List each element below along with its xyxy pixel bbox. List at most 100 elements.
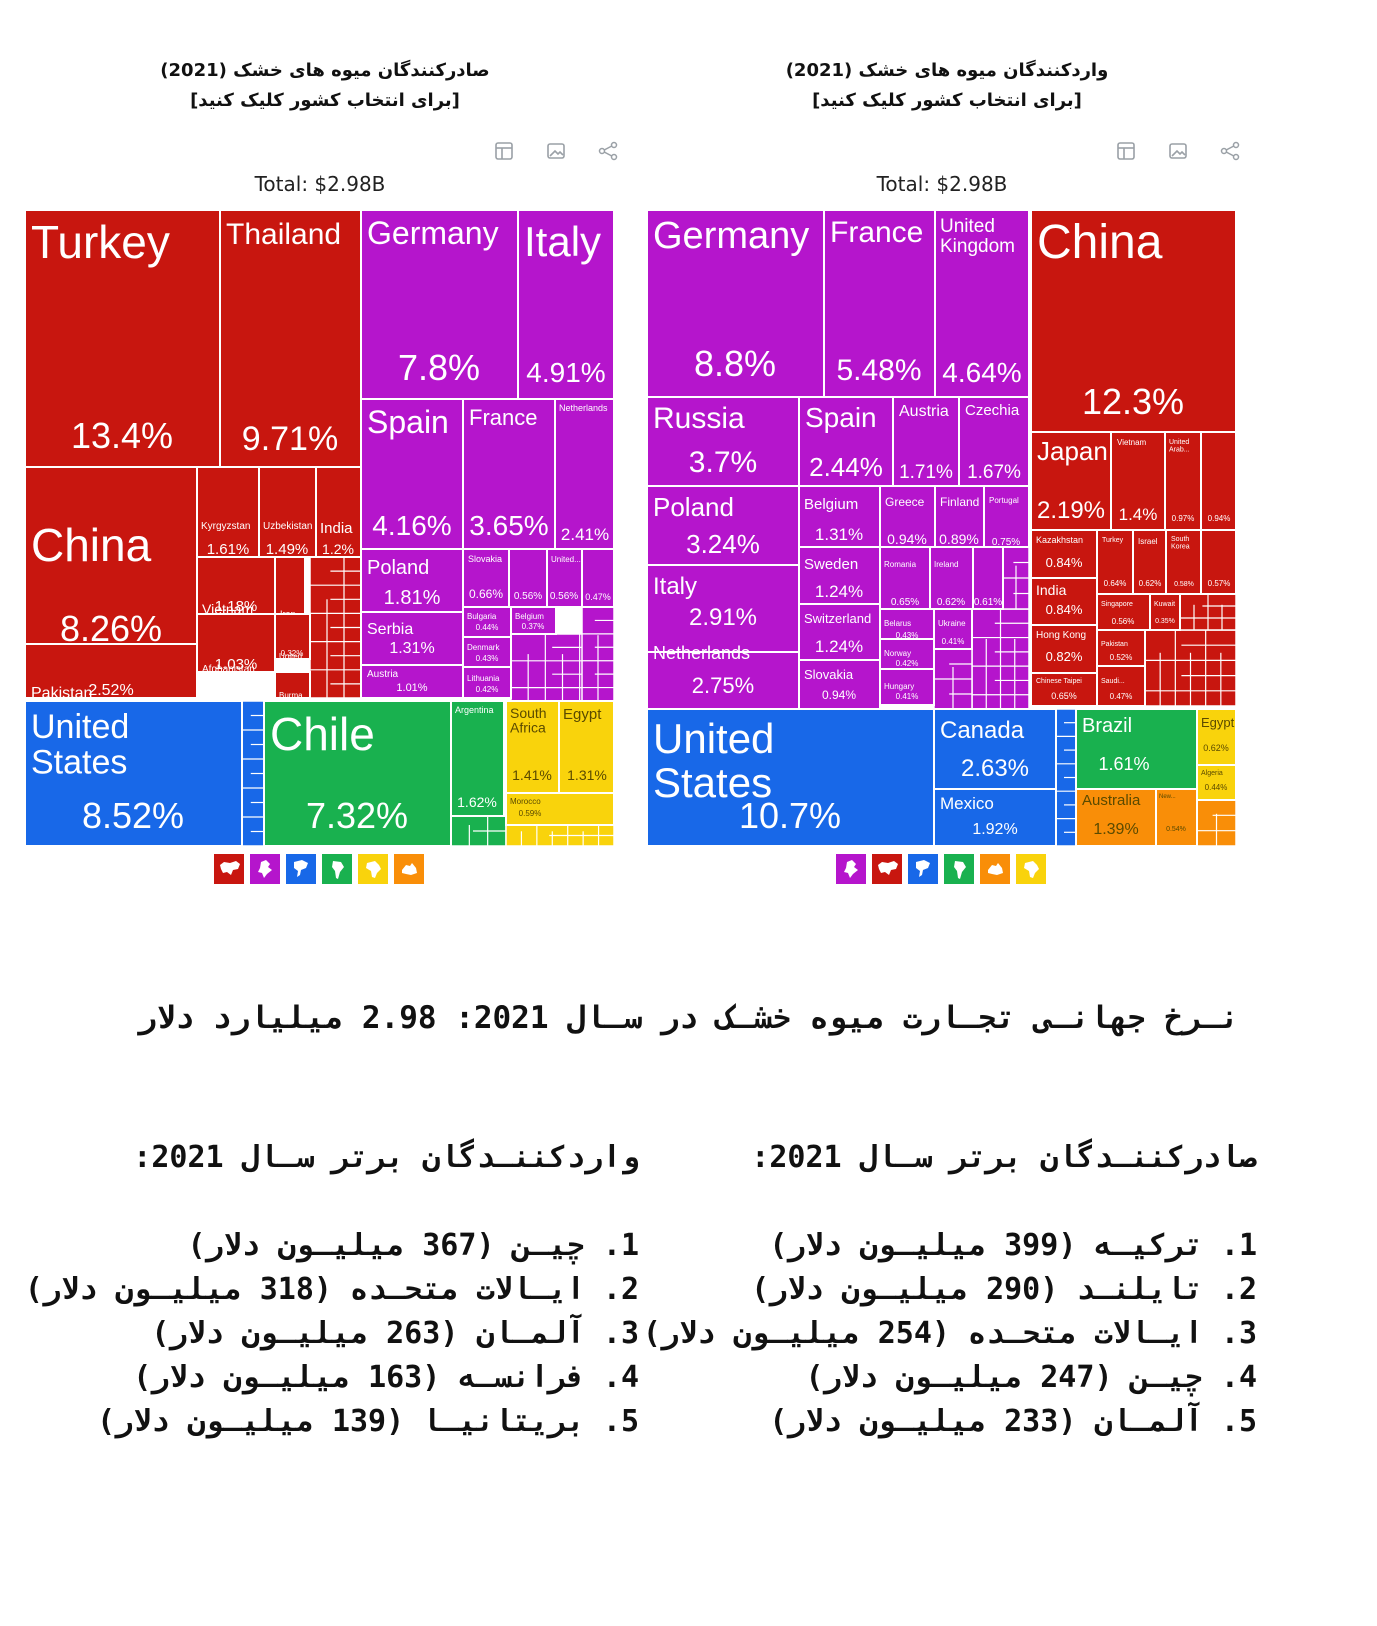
treemap-rect[interactable] [360, 664, 464, 699]
treemap-cell-kyrgyzstan[interactable]: Kyrgyzstan 1.61% [196, 466, 260, 558]
treemap-rect[interactable] [505, 792, 615, 826]
minor-countries-block[interactable] [450, 815, 507, 846]
treemap-rect[interactable] [360, 210, 519, 400]
treemap-rect[interactable] [934, 485, 985, 548]
treemap-rect[interactable] [798, 603, 881, 661]
treemap-cell-item-21[interactable]: 0.47% [581, 548, 615, 608]
treemap-cell-argentina[interactable]: Argentina 1.62% [450, 700, 505, 817]
treemap-cell-netherlands[interactable]: Netherlands 2.41% [554, 398, 615, 550]
treemap-cell-china[interactable]: China 8.26% [25, 466, 198, 649]
treemap-cell-ukraine[interactable]: Ukraine 0.41% [933, 608, 973, 650]
treemap-rect[interactable] [1196, 764, 1237, 801]
treemap-rect[interactable] [1030, 672, 1098, 707]
treemap-rect[interactable] [554, 398, 615, 550]
treemap-rect[interactable] [360, 398, 464, 550]
treemap-cell-belgium[interactable]: Belgium 1.31% [798, 485, 881, 548]
treemap-cell-uzbekistan[interactable]: Uzbekistan 1.49% [258, 466, 317, 558]
minor-countries-block[interactable] [1196, 799, 1237, 846]
treemap-cell-poland[interactable]: Poland 1.81% [360, 548, 464, 613]
treemap-rect[interactable] [315, 466, 362, 558]
treemap-cell-pakistan[interactable]: Pakistan 0.52% [1096, 629, 1146, 667]
treemap-cell-chile[interactable]: Chile 7.32% [263, 700, 452, 846]
treemap-rect[interactable] [798, 659, 881, 710]
treemap-cell-italy[interactable]: Italy 2.91% [647, 564, 800, 653]
treemap-rect[interactable] [879, 638, 935, 670]
treemap-cell-united[interactable]: United...0.32% [274, 613, 311, 661]
treemap-rect[interactable] [879, 668, 935, 706]
treemap-cell-bulgaria[interactable]: Bulgaria 0.44% [462, 606, 512, 638]
minor-countries-block[interactable] [933, 648, 973, 710]
south-america-region-icon[interactable] [322, 854, 352, 884]
table-icon[interactable] [1113, 138, 1139, 164]
treemap-cell-turkey[interactable]: Turkey 0.64% [1096, 529, 1134, 595]
treemap-cell-algeria[interactable]: Algeria 0.44% [1196, 764, 1237, 801]
treemap-rect[interactable] [1110, 431, 1166, 531]
treemap-cell-canada[interactable]: Canada 2.63% [933, 708, 1057, 790]
minor-countries-block[interactable] [309, 556, 362, 699]
treemap-rect[interactable] [647, 396, 800, 487]
treemap-cell-thailand[interactable]: Thailand 9.71% [219, 210, 362, 468]
treemap-cell-germany[interactable]: Germany 7.8% [360, 210, 519, 400]
treemap-cell-slovakia[interactable]: Slovakia 0.66% [462, 548, 510, 608]
treemap-rect[interactable] [360, 611, 464, 666]
treemap-cell-turkey[interactable]: Turkey 13.4% [25, 210, 221, 468]
treemap-cell-iran[interactable]: Iran [274, 556, 306, 619]
treemap-rect[interactable] [462, 398, 556, 550]
treemap-rect[interactable] [1096, 665, 1146, 707]
treemap-rect[interactable] [1200, 529, 1237, 595]
minor-countries-block[interactable] [1179, 593, 1237, 631]
treemap-cell-netherlands[interactable]: Netherlands 2.75% [647, 643, 800, 710]
treemap-cell-france[interactable]: France 5.48% [823, 210, 936, 398]
minor-countries-block[interactable] [505, 824, 615, 846]
treemap-cell-morocco[interactable]: Morocco 0.59% [505, 792, 615, 826]
treemap-cell-item-16[interactable]: 0.61% [972, 546, 1004, 610]
treemap-cell-item-33[interactable]: 0.57% [1200, 529, 1237, 595]
treemap-cell-austria[interactable]: Austria 1.01% [360, 664, 464, 699]
treemap-rect[interactable] [933, 708, 1057, 790]
minor-countries-block[interactable] [971, 608, 1030, 710]
treemap-cell-switzerland[interactable]: Switzerland 1.24% [798, 603, 881, 661]
treemap-rect[interactable] [983, 485, 1030, 548]
treemap-rect[interactable] [958, 396, 1030, 487]
treemap-cell-italy[interactable]: Italy 4.91% [517, 210, 615, 400]
treemap-cell-china[interactable]: China 12.3% [1030, 210, 1237, 433]
treemap-rect[interactable] [647, 485, 800, 566]
treemap-cell-united[interactable]: United... 0.56% [546, 548, 583, 608]
europe-region-icon[interactable] [836, 854, 866, 884]
minor-countries-block[interactable] [1144, 629, 1237, 707]
treemap-cell-chinese-taipei[interactable]: Chinese Taipei 0.65% [1030, 672, 1098, 707]
treemap-rect[interactable] [25, 466, 198, 645]
treemap-cell-greece[interactable]: Greece 0.94% [879, 485, 936, 548]
treemap-cell-brazil[interactable]: Brazil 1.61% [1075, 708, 1200, 790]
share-icon[interactable] [595, 138, 621, 164]
treemap-cell-israel[interactable]: Israel 0.62% [1132, 529, 1167, 595]
treemap-cell-poland[interactable]: Poland 3.24% [647, 485, 800, 566]
treemap-cell-mexico[interactable]: Mexico 1.92% [933, 788, 1057, 846]
treemap-cell-portugal[interactable]: Portugal 0.75% [983, 485, 1030, 548]
africa-region-icon[interactable] [358, 854, 388, 884]
treemap-cell-austria[interactable]: Austria 1.71% [892, 396, 960, 487]
treemap-rect[interactable] [879, 485, 936, 548]
north-america-region-icon[interactable] [286, 854, 316, 884]
treemap-rect[interactable] [274, 556, 306, 618]
image-icon[interactable] [1165, 138, 1191, 164]
image-icon[interactable] [543, 138, 569, 164]
treemap-cell-burma[interactable]: Burma [274, 671, 311, 700]
treemap-cell-finland[interactable]: Finland 0.89% [934, 485, 985, 548]
treemap-rect[interactable] [462, 666, 512, 699]
treemap-cell-czechia[interactable]: Czechia 1.67% [958, 396, 1030, 487]
treemap-cell-belarus[interactable]: Belarus 0.43% [879, 608, 935, 640]
treemap-rect[interactable] [1030, 577, 1098, 626]
treemap-cell-item-19[interactable]: 0.56% [508, 548, 548, 608]
treemap-rect[interactable] [647, 210, 825, 398]
treemap-cell-item-28[interactable]: 0.94% [1200, 431, 1237, 531]
treemap-rect[interactable] [1096, 629, 1146, 667]
treemap-rect[interactable] [1155, 788, 1198, 846]
minor-countries-block[interactable] [581, 606, 615, 702]
